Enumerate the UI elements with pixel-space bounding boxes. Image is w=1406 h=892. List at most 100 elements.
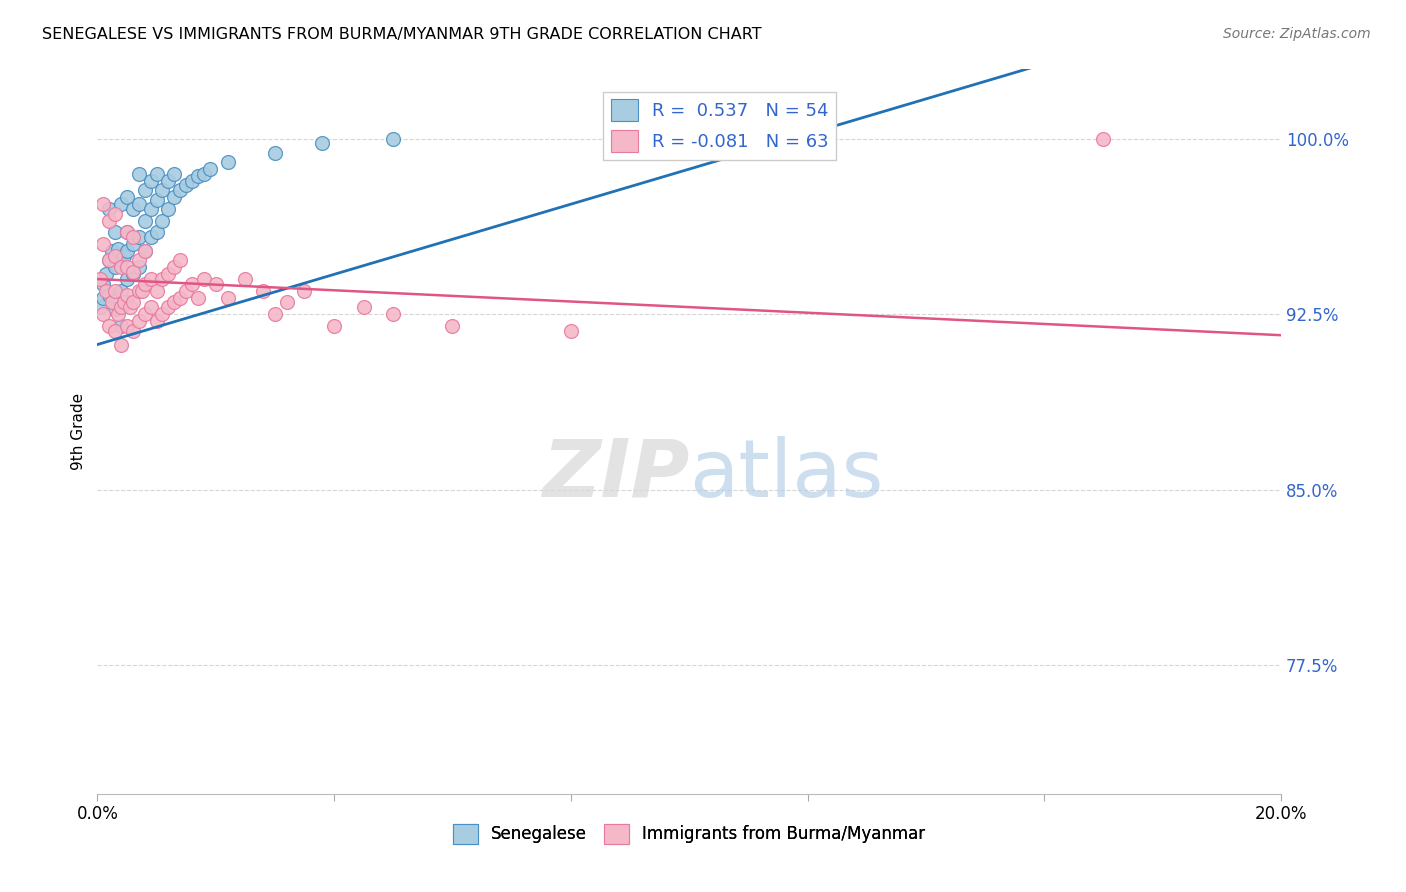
- Point: [134, 277, 156, 291]
- Point: [107, 307, 129, 321]
- Point: [217, 291, 239, 305]
- Point: [264, 307, 287, 321]
- Point: [110, 337, 132, 351]
- Point: [112, 295, 135, 310]
- Point: [128, 260, 150, 275]
- Point: [107, 242, 129, 256]
- Point: [174, 178, 197, 193]
- Point: [98, 213, 121, 227]
- Point: [115, 225, 138, 239]
- Point: [233, 272, 256, 286]
- Point: [441, 318, 464, 333]
- Point: [110, 253, 132, 268]
- Point: [181, 277, 204, 291]
- Point: [121, 265, 143, 279]
- Point: [104, 302, 127, 317]
- Point: [276, 295, 298, 310]
- Point: [323, 318, 346, 333]
- Point: [157, 268, 180, 282]
- Point: [157, 174, 180, 188]
- Point: [157, 202, 180, 216]
- Point: [115, 288, 138, 302]
- Point: [1092, 131, 1115, 145]
- Point: [110, 197, 132, 211]
- Point: [311, 136, 333, 151]
- Point: [115, 295, 138, 310]
- Point: [121, 295, 143, 310]
- Point: [104, 206, 127, 220]
- Point: [110, 300, 132, 314]
- Point: [169, 253, 191, 268]
- Point: [198, 162, 221, 177]
- Point: [145, 167, 167, 181]
- Point: [152, 213, 174, 227]
- Point: [145, 225, 167, 239]
- Point: [163, 167, 186, 181]
- Point: [139, 272, 162, 286]
- Point: [264, 145, 287, 160]
- Point: [98, 288, 121, 302]
- Point: [115, 272, 138, 286]
- Point: [134, 244, 156, 258]
- Point: [98, 202, 121, 216]
- Point: [110, 318, 132, 333]
- Point: [174, 284, 197, 298]
- Point: [121, 236, 143, 251]
- Text: ZIP: ZIP: [541, 435, 689, 514]
- Text: Source: ZipAtlas.com: Source: ZipAtlas.com: [1223, 27, 1371, 41]
- Point: [98, 318, 121, 333]
- Point: [152, 307, 174, 321]
- Point: [163, 260, 186, 275]
- Point: [152, 272, 174, 286]
- Point: [121, 202, 143, 216]
- Point: [104, 249, 127, 263]
- Point: [115, 318, 138, 333]
- Point: [134, 213, 156, 227]
- Point: [98, 253, 121, 268]
- Point: [187, 291, 209, 305]
- Point: [128, 284, 150, 298]
- Point: [169, 183, 191, 197]
- Point: [128, 253, 150, 268]
- Point: [139, 202, 162, 216]
- Point: [157, 300, 180, 314]
- Point: [217, 155, 239, 169]
- Point: [128, 167, 150, 181]
- Point: [252, 284, 274, 298]
- Point: [204, 277, 226, 291]
- Point: [91, 197, 114, 211]
- Point: [110, 284, 132, 298]
- Point: [353, 300, 375, 314]
- Point: [169, 291, 191, 305]
- Point: [294, 284, 316, 298]
- Point: [139, 230, 162, 244]
- Point: [560, 324, 582, 338]
- Point: [121, 268, 143, 282]
- Point: [91, 236, 114, 251]
- Point: [101, 244, 124, 258]
- Y-axis label: 9th Grade: 9th Grade: [72, 392, 86, 470]
- Point: [145, 284, 167, 298]
- Point: [134, 307, 156, 321]
- Point: [134, 183, 156, 197]
- Point: [187, 169, 209, 183]
- Point: [131, 284, 153, 298]
- Point: [89, 272, 111, 286]
- Point: [96, 268, 118, 282]
- Point: [382, 131, 405, 145]
- Point: [115, 244, 138, 258]
- Point: [101, 295, 124, 310]
- Point: [139, 300, 162, 314]
- Point: [91, 277, 114, 291]
- Point: [163, 295, 186, 310]
- Point: [145, 314, 167, 328]
- Point: [134, 244, 156, 258]
- Point: [382, 307, 405, 321]
- Point: [121, 230, 143, 244]
- Point: [121, 324, 143, 338]
- Point: [91, 307, 114, 321]
- Point: [104, 225, 127, 239]
- Point: [152, 183, 174, 197]
- Point: [112, 249, 135, 263]
- Text: atlas: atlas: [689, 435, 883, 514]
